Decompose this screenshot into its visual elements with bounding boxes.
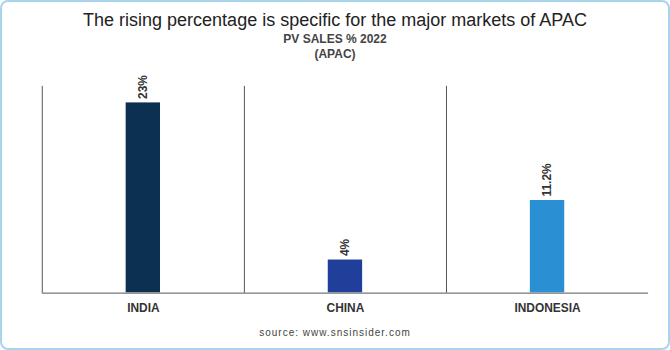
html-text:(APAC): (APAC) bbox=[314, 47, 356, 61]
svg-text:11.2%: 11.2% bbox=[540, 163, 554, 197]
svg-text:4%: 4% bbox=[338, 238, 352, 256]
svg-text:INDIA: INDIA bbox=[127, 301, 160, 315]
html-text:The rising percentage is speci: The rising percentage is specific for th… bbox=[83, 10, 587, 30]
html-text:source: www.snsinsider.com: source: www.snsinsider.com bbox=[259, 327, 411, 338]
svg-text:INDONESIA: INDONESIA bbox=[514, 301, 581, 315]
svg-text:CHINA: CHINA bbox=[327, 301, 365, 315]
html-text:PV SALES % 2022: PV SALES % 2022 bbox=[283, 32, 387, 46]
svg-text:23%: 23% bbox=[136, 75, 150, 99]
